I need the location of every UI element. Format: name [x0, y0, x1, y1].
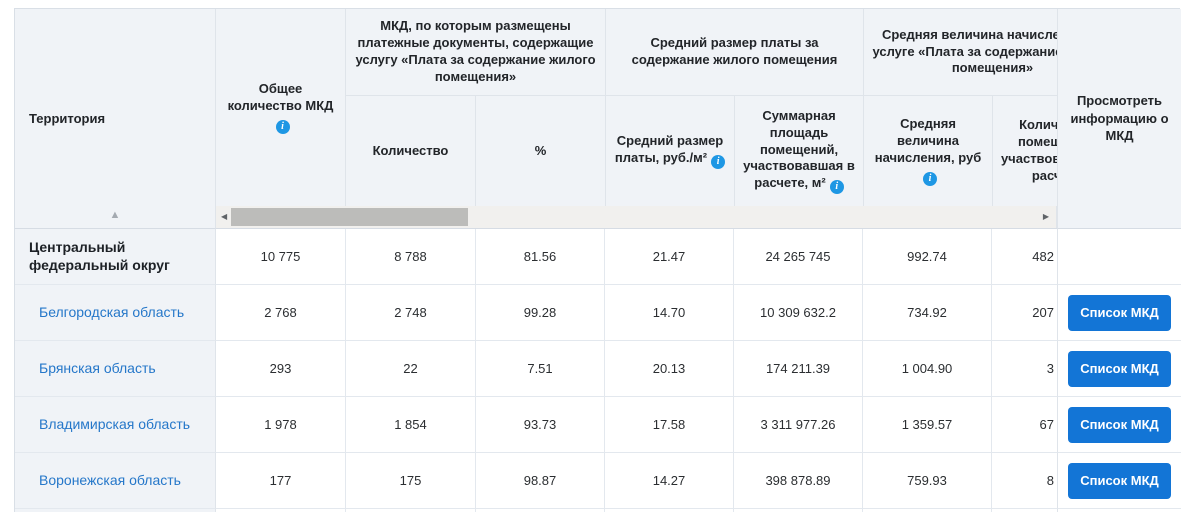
view-info-cell: Список МКД: [1057, 285, 1181, 341]
group-header-avg-accrual: Средняя величина начислений по услуге «П…: [864, 9, 1057, 96]
info-icon[interactable]: i: [275, 119, 290, 134]
avg-accrual-value: 1 359.57: [863, 397, 992, 453]
avg-fee-value: 17.58: [605, 397, 734, 453]
total-mkd-value: 177: [216, 453, 346, 509]
region-link[interactable]: Воронежская область: [39, 471, 181, 488]
scroll-left-arrow-icon[interactable]: ◀: [221, 212, 228, 221]
total-mkd-value: 2 768: [216, 285, 346, 341]
rooms-count-value: 482: [992, 229, 1057, 285]
view-info-cell: Список МКД: [1057, 341, 1181, 397]
avg-fee-value: 14.27: [605, 453, 734, 509]
total-area-value: 10 309 632.2: [734, 285, 863, 341]
quantity-value: 1 854: [346, 397, 476, 453]
avg-accrual-value: 992.74: [863, 229, 992, 285]
rooms-count-header: Количество помещений, участвовавших в ра…: [993, 96, 1057, 206]
scrollable-columns: Общее количество МКД i МКД, по которым ра…: [216, 9, 1057, 512]
total-area-value: 3 311 977.26: [734, 397, 863, 453]
rooms-count-value: 8: [992, 453, 1057, 509]
total-area-header: Суммарная площадь помещений, участвовавш…: [735, 96, 864, 206]
sort-asc-icon[interactable]: ▲: [109, 209, 121, 221]
territory-partial-row: [15, 509, 216, 512]
mkd-list-button[interactable]: Список МКД: [1068, 462, 1171, 499]
territory-cell-bryansk: Брянская область: [15, 341, 216, 397]
territory-cell-federal-district: Центральный федеральный округ: [15, 229, 216, 285]
group-header-avg-fee: Средний размер платы за содержание жилог…: [606, 9, 864, 96]
scrollable-inner: Общее количество МКД i МКД, по которым ра…: [216, 9, 1057, 512]
view-info-cell: [1057, 229, 1181, 285]
quantity-value: 22: [346, 341, 476, 397]
view-info-cell: Список МКД: [1057, 397, 1181, 453]
percent-value: 7.51: [476, 341, 605, 397]
table-row: 177 175 98.87 14.27 398 878.89 759.93 8: [216, 453, 1057, 509]
avg-fee-value: 21.47: [605, 229, 734, 285]
info-icon[interactable]: i: [923, 171, 937, 186]
mkd-list-button[interactable]: Список МКД: [1068, 350, 1171, 387]
territory-cell-belgorod: Белгородская область: [15, 285, 216, 341]
quantity-value: 8 788: [346, 229, 476, 285]
territory-cell-vladimir: Владимирская область: [15, 397, 216, 453]
total-mkd-value: 293: [216, 341, 346, 397]
territory-cell-voronezh: Воронежская область: [15, 453, 216, 509]
horizontal-scrollbar[interactable]: ◀ ▶: [216, 206, 1057, 228]
table-row: 1 978 1 854 93.73 17.58 3 311 977.26 1 3…: [216, 397, 1057, 453]
percent-value: 98.87: [476, 453, 605, 509]
group-header-payment-docs: МКД, по которым размещены платежные доку…: [346, 9, 606, 96]
total-mkd-header: Общее количество МКД i: [216, 9, 346, 206]
view-info-partial-row: [1057, 509, 1181, 512]
rooms-count-value: 3: [992, 341, 1057, 397]
rooms-count-value: 207: [992, 285, 1057, 341]
territory-label: Центральный федеральный округ: [29, 239, 170, 273]
percent-value: 93.73: [476, 397, 605, 453]
mkd-report-table: Территория ▲ Центральный федеральный окр…: [14, 8, 1181, 512]
total-mkd-header-label: Общее количество МКД: [227, 81, 334, 113]
territory-column: Территория ▲ Центральный федеральный окр…: [15, 9, 216, 512]
avg-accrual-header: Средняя величина начисления, рубi: [864, 96, 993, 206]
rooms-count-value: 67: [992, 397, 1057, 453]
table-row-partial: [216, 509, 1057, 512]
region-link[interactable]: Белгородская область: [39, 303, 185, 320]
avg-accrual-value: 734.92: [863, 285, 992, 341]
table-row: 293 22 7.51 20.13 174 211.39 1 004.90 3: [216, 341, 1057, 397]
view-info-cell: Список МКД: [1057, 453, 1181, 509]
mkd-list-button[interactable]: Список МКД: [1068, 406, 1171, 443]
total-mkd-value: 10 775: [216, 229, 346, 285]
avg-fee-value: 14.70: [605, 285, 734, 341]
percent-value: 99.28: [476, 285, 605, 341]
quantity-header: Количество: [346, 96, 476, 206]
region-link[interactable]: Владимирская область: [39, 415, 191, 432]
avg-fee-value: 20.13: [605, 341, 734, 397]
total-area-value: 398 878.89: [734, 453, 863, 509]
quantity-value: 2 748: [346, 285, 476, 341]
avg-accrual-value: 759.93: [863, 453, 992, 509]
percent-header: %: [476, 96, 606, 206]
scroll-right-arrow-icon[interactable]: ▶: [1042, 212, 1049, 221]
table-row: 10 775 8 788 81.56 21.47 24 265 745 992.…: [216, 229, 1057, 285]
table-row: 2 768 2 748 99.28 14.70 10 309 632.2 734…: [216, 285, 1057, 341]
territory-header: Территория ▲: [15, 9, 216, 229]
view-info-column: Просмотреть информацию о МКД Список МКД …: [1057, 9, 1181, 512]
total-mkd-value: 1 978: [216, 397, 346, 453]
avg-fee-header: Средний размер платы, руб./м² i: [606, 96, 735, 206]
percent-value: 81.56: [476, 229, 605, 285]
scrollbar-thumb[interactable]: [231, 208, 468, 226]
mkd-list-button[interactable]: Список МКД: [1068, 294, 1171, 331]
total-area-value: 174 211.39: [734, 341, 863, 397]
total-area-value: 24 265 745: [734, 229, 863, 285]
quantity-value: 175: [346, 453, 476, 509]
info-icon[interactable]: i: [711, 154, 726, 169]
region-link[interactable]: Брянская область: [39, 359, 156, 376]
column-headers: Общее количество МКД i МКД, по которым ра…: [216, 9, 1057, 229]
territory-header-label: Территория: [29, 111, 106, 126]
view-info-header: Просмотреть информацию о МКД: [1057, 9, 1181, 229]
avg-accrual-value: 1 004.90: [863, 341, 992, 397]
info-icon[interactable]: i: [829, 180, 844, 195]
